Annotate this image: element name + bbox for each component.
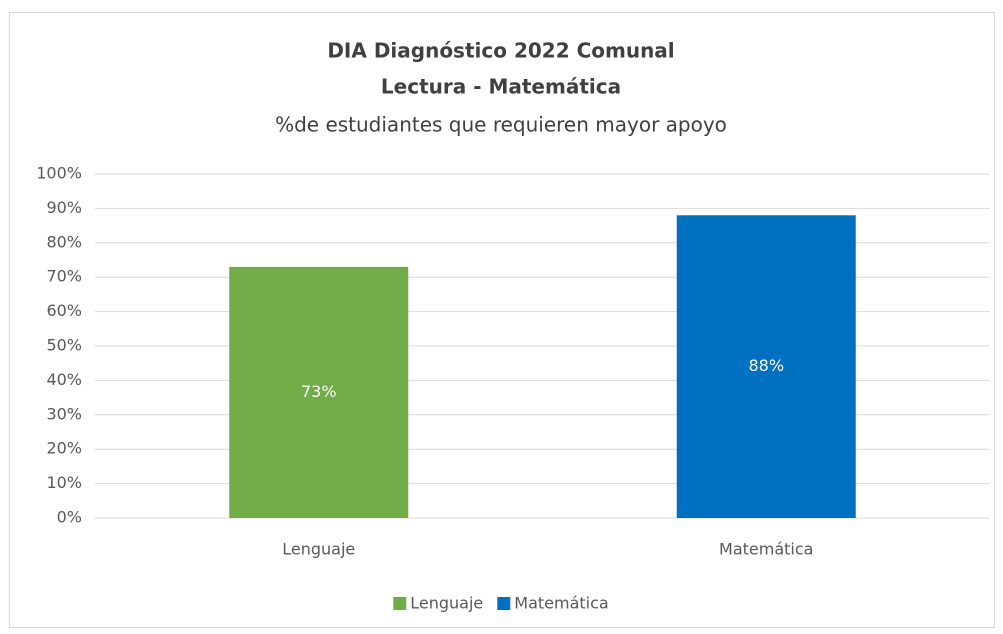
- x-tick-label: Matemática: [719, 540, 813, 559]
- y-tick-label: 70%: [46, 267, 82, 286]
- bar: [676, 215, 856, 518]
- y-tick-label: 60%: [46, 301, 82, 320]
- legend-label: Lenguaje: [410, 594, 483, 613]
- chart-description: %de estudiantes que requieren mayor apoy…: [275, 113, 727, 137]
- y-tick-label: 90%: [46, 198, 82, 217]
- y-tick-label: 0%: [57, 508, 82, 527]
- y-tick-label: 50%: [46, 336, 82, 355]
- data-label: 88%: [748, 356, 784, 375]
- legend-swatch: [497, 597, 511, 610]
- x-tick-label: Lenguaje: [282, 540, 355, 559]
- data-label: 73%: [301, 382, 337, 401]
- legend-swatch: [393, 597, 407, 610]
- bar: [229, 266, 409, 518]
- y-tick-label: 80%: [46, 232, 82, 251]
- y-tick-label: 40%: [46, 370, 82, 389]
- legend-label: Matemática: [514, 594, 608, 613]
- chart-subtitle: Lectura - Matemática: [381, 75, 621, 99]
- y-tick-label: 100%: [36, 164, 82, 183]
- y-tick-label: 20%: [46, 439, 82, 458]
- y-tick-label: 30%: [46, 404, 82, 423]
- y-tick-label: 10%: [46, 473, 82, 492]
- chart-title: DIA Diagnóstico 2022 Comunal: [327, 39, 674, 63]
